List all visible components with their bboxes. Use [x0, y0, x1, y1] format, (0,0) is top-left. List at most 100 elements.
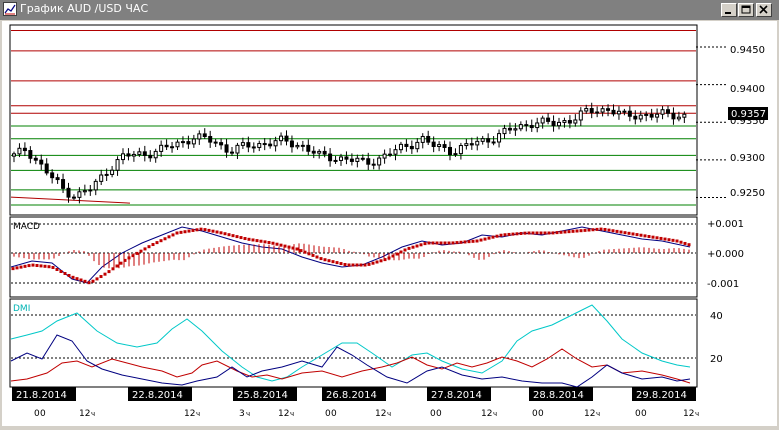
maximize-button[interactable] [738, 3, 754, 17]
svg-text:ч: ч [596, 410, 600, 418]
minimize-icon [725, 12, 731, 14]
macd-signal-dot [403, 248, 407, 252]
macd-signal-dot [559, 230, 563, 234]
chart-canvas[interactable]: 0.9450 0.9400 0.9300 0.9250 0.9350 0.935… [2, 21, 777, 426]
macd-signal-dot [227, 233, 231, 237]
price-axis-label: 0.9400 [730, 84, 765, 95]
macd-signal-dot [87, 281, 91, 285]
macd-signal-dot [339, 262, 343, 266]
macd-signal-dot [119, 261, 123, 265]
macd-signal-dot [687, 243, 691, 247]
macd-signal-dot [319, 257, 323, 261]
candle-body [524, 124, 529, 127]
candle-body [567, 120, 572, 124]
svg-text:ч: ч [91, 410, 95, 418]
current-price-box [728, 107, 768, 120]
svg-text:29.8.2014: 29.8.2014 [636, 390, 687, 401]
macd-signal-dot [607, 228, 611, 232]
macd-signal-dot [279, 243, 283, 247]
macd-signal-dot [35, 264, 39, 267]
price-panel-frame [9, 24, 698, 216]
macd-signal-dot [563, 230, 567, 234]
candle-body [22, 147, 27, 152]
candle-body [382, 153, 387, 159]
macd-signal-dot [375, 260, 379, 264]
svg-text:0: 0 [641, 409, 647, 419]
macd-signal-dot [287, 245, 291, 249]
candle-body [246, 142, 251, 148]
macd-signal-dot [111, 267, 115, 271]
macd-axis-label: +0.001 [707, 219, 744, 230]
macd-signal-dot [235, 235, 239, 239]
svg-text:25.8.2014: 25.8.2014 [237, 390, 288, 401]
macd-signal-dot [351, 263, 355, 267]
macd-signal-dot [255, 239, 259, 243]
candle-body [213, 141, 218, 144]
macd-signal-dot [639, 233, 643, 237]
trend-line [10, 196, 131, 204]
candle-body [578, 110, 583, 121]
macd-signal-dot [595, 227, 599, 231]
time-tick: 12 ч [584, 409, 600, 419]
svg-text:0: 0 [325, 409, 331, 419]
candle-body [644, 113, 649, 116]
macd-signal-dot [423, 242, 427, 246]
candle-body [202, 133, 207, 138]
chart-area[interactable]: 0.9450 0.9400 0.9300 0.9250 0.9350 0.935… [2, 21, 777, 426]
macd-signal-dot [611, 229, 615, 233]
macd-signal-dot [655, 236, 659, 240]
candle-body [633, 115, 638, 120]
macd-signal-dot [667, 238, 671, 242]
current-price-label: 0.9357 [731, 109, 766, 120]
macd-signal-dot [535, 231, 539, 235]
candle-body [518, 124, 523, 130]
candle-body [71, 196, 76, 199]
candle-body [164, 144, 169, 148]
svg-text:ч: ч [246, 410, 250, 418]
candle-body [557, 121, 561, 127]
macd-signal-dot [147, 245, 151, 249]
macd-signal-dot [215, 230, 219, 234]
candle-body [595, 111, 600, 114]
macd-signal-dot [523, 231, 527, 235]
candle-body [409, 145, 414, 150]
candle-body [666, 109, 670, 114]
candle-body [251, 146, 256, 149]
macd-signal-dot [211, 229, 215, 233]
macd-signal-dot [443, 241, 447, 245]
svg-text:21.8.2014: 21.8.2014 [16, 390, 67, 401]
macd-signal-dot [447, 241, 451, 245]
candle-body [61, 179, 66, 189]
macd-signal-dot [495, 234, 499, 238]
macd-signal-dot [171, 233, 175, 237]
candle-body [507, 127, 512, 131]
macd-signal-dot [343, 263, 347, 267]
macd-signal-dot [567, 230, 571, 234]
minimize-button[interactable] [721, 3, 737, 17]
time-tick: 12 ч [481, 409, 497, 419]
candle-body [388, 153, 393, 156]
candle-body [235, 144, 240, 154]
time-tick: 12 ч [184, 409, 200, 419]
svg-text:3: 3 [239, 409, 245, 419]
macd-signal-dot [191, 228, 195, 232]
date-box: 29.8.2014 [632, 387, 696, 401]
candle-body [573, 119, 578, 124]
macd-signal-dot [511, 232, 515, 236]
macd-signal-dot [51, 266, 55, 269]
candle-body [159, 144, 164, 152]
svg-text:12: 12 [481, 409, 492, 419]
title-bar[interactable]: График AUD /USD ЧАС [0, 0, 779, 20]
macd-signal-dot [131, 254, 135, 258]
macd-signal-dot [391, 254, 395, 258]
macd-signal-dot [139, 249, 143, 253]
macd-signal-dot [643, 234, 647, 238]
candle-body [333, 159, 338, 162]
candle-body [12, 153, 16, 157]
macd-signal-dot [31, 263, 35, 267]
close-button[interactable] [756, 3, 772, 17]
candle-body [339, 156, 343, 161]
